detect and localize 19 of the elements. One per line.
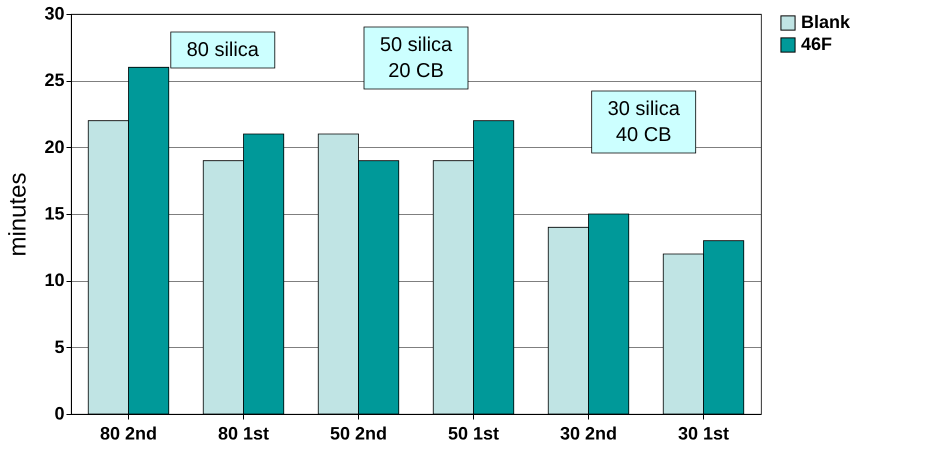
x-tick-label: 80 2nd xyxy=(100,424,158,444)
x-tick-label: 30 2nd xyxy=(560,424,618,444)
y-tick-label: 30 xyxy=(44,4,64,24)
annotation: 80 silica xyxy=(186,39,260,61)
y-tick-label: 5 xyxy=(54,336,64,357)
legend-label: 46F xyxy=(801,34,832,54)
x-tick-label: 50 1st xyxy=(448,424,500,444)
y-tick-label: 0 xyxy=(54,404,64,424)
y-tick-label: 20 xyxy=(44,136,64,157)
annotation: 50 silica 20 CB xyxy=(380,34,453,82)
y-tick-label: 15 xyxy=(44,204,64,224)
y-axis-title: minutes xyxy=(4,172,32,257)
legend-label: Blank xyxy=(801,12,852,32)
x-tick-label: 50 2nd xyxy=(330,424,388,444)
y-tick-label: 25 xyxy=(44,70,64,90)
annotation: 30 silica 40 CB xyxy=(608,98,681,146)
x-tick-label: 30 1st xyxy=(678,424,730,444)
y-tick-label: 10 xyxy=(44,270,64,290)
x-tick-label: 80 1st xyxy=(218,424,270,444)
